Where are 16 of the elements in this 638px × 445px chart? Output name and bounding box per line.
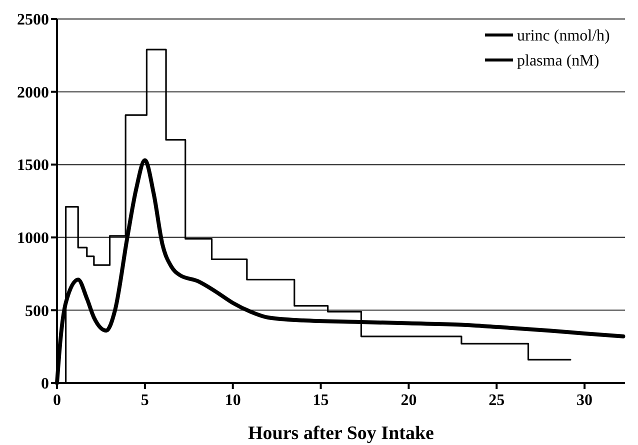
y-tick-label: 1500: [17, 157, 49, 174]
y-tick-label: 500: [25, 302, 49, 320]
legend-label: urinc (nmol/h): [517, 28, 610, 45]
y-tick-label: 2000: [17, 84, 49, 102]
x-tick-label: 15: [312, 392, 329, 409]
y-tick-label: 0: [41, 376, 49, 393]
y-tick-label: 1000: [17, 230, 49, 247]
x-tick-label: 30: [576, 392, 593, 409]
x-tick-label: 25: [488, 392, 505, 409]
x-tick-label: 20: [400, 392, 417, 409]
x-tick-label: 10: [224, 392, 241, 409]
x-tick-label: 5: [140, 392, 149, 409]
legend-label: plasma (nM): [517, 52, 600, 70]
x-axis-title: Hours after Soy Intake: [248, 423, 434, 444]
y-tick-label: 2500: [17, 12, 49, 29]
x-tick-label: 0: [53, 392, 61, 409]
